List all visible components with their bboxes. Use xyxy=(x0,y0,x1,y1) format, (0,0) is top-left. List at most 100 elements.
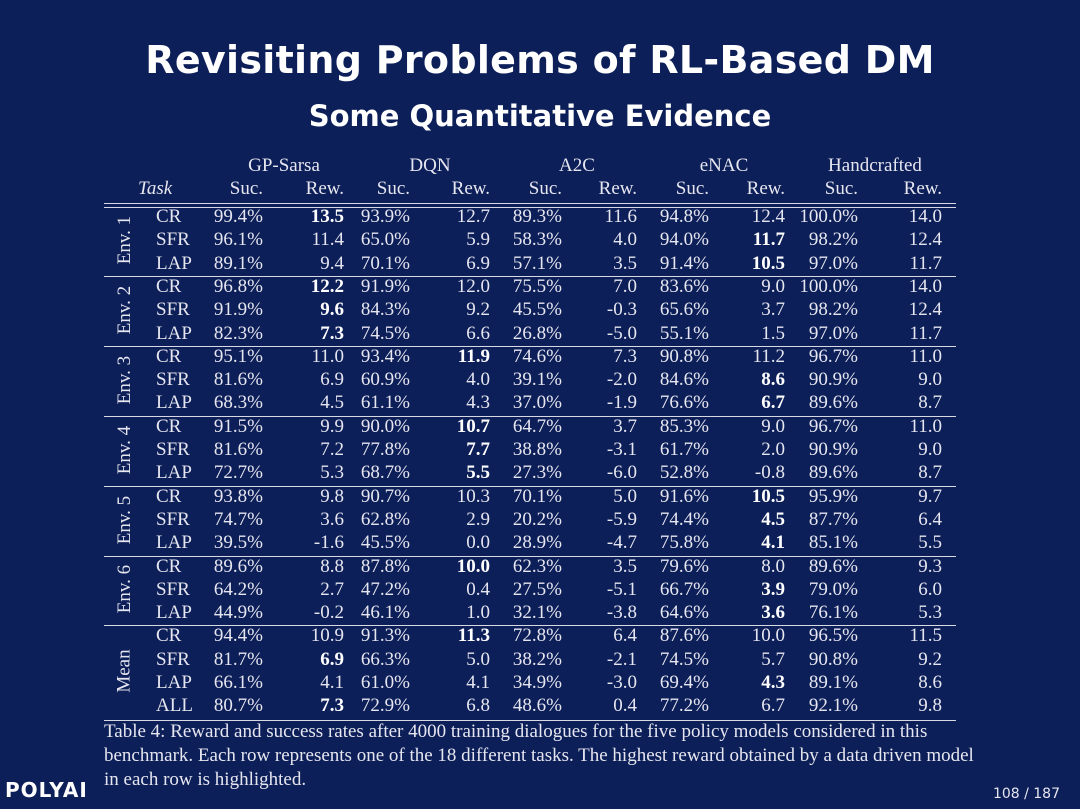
success-cell: 89.1% xyxy=(213,252,263,274)
group-separator xyxy=(104,275,956,277)
success-cell: 68.7% xyxy=(360,462,410,484)
reward-cell: 3.6 xyxy=(761,602,785,624)
reward-cell: 9.8 xyxy=(320,485,344,507)
success-cell: 79.6% xyxy=(659,555,709,577)
reward-cell: 12.7 xyxy=(456,206,490,227)
success-subheader: Suc. xyxy=(229,178,263,199)
table-top-rule xyxy=(104,207,956,208)
slide-title: Revisiting Problems of RL-Based DM xyxy=(145,38,935,82)
group-label: Env. 3 xyxy=(113,355,135,404)
success-cell: 61.1% xyxy=(360,392,410,414)
success-cell: 74.4% xyxy=(659,508,709,530)
success-cell: 84.6% xyxy=(659,369,709,391)
reward-cell: 5.5 xyxy=(466,462,490,484)
reward-cell: 4.1 xyxy=(320,672,344,693)
reward-cell: 7.3 xyxy=(613,345,637,367)
success-cell: 91.5% xyxy=(213,415,263,437)
group-label: Mean xyxy=(113,649,135,693)
success-cell: 37.0% xyxy=(512,392,562,414)
success-cell: 80.7% xyxy=(213,695,263,717)
success-cell: 74.7% xyxy=(213,508,263,530)
success-subheader: Suc. xyxy=(528,178,562,199)
reward-subheader: Rew. xyxy=(451,178,490,199)
success-cell: 58.3% xyxy=(512,229,562,251)
reward-cell: 9.7 xyxy=(918,485,942,507)
reward-cell: 7.3 xyxy=(320,322,344,344)
group-label: Env. 6 xyxy=(113,565,135,614)
task-cell: CR xyxy=(156,275,182,297)
reward-cell: 14.0 xyxy=(908,275,942,297)
reward-cell: 6.6 xyxy=(466,322,490,344)
task-cell: LAP xyxy=(156,532,192,554)
reward-cell: 7.2 xyxy=(320,439,344,460)
reward-cell: 10.5 xyxy=(751,485,785,507)
reward-cell: 11.7 xyxy=(752,229,785,251)
model-header: DQN xyxy=(409,155,451,176)
success-cell: 74.6% xyxy=(512,345,562,367)
task-cell: LAP xyxy=(156,462,192,484)
group-separator xyxy=(104,345,956,347)
success-cell: 91.9% xyxy=(213,299,263,321)
success-cell: 89.6% xyxy=(808,555,858,577)
reward-cell: 8.6 xyxy=(918,672,942,693)
success-cell: 64.6% xyxy=(659,602,709,624)
success-cell: 65.0% xyxy=(360,229,410,251)
success-cell: 92.1% xyxy=(808,695,858,717)
reward-cell: -3.1 xyxy=(606,439,637,460)
success-cell: 27.5% xyxy=(512,578,562,600)
reward-subheader: Rew. xyxy=(903,178,942,199)
success-cell: 69.4% xyxy=(659,672,709,693)
success-cell: 83.6% xyxy=(659,275,709,297)
reward-cell: -4.7 xyxy=(606,532,637,554)
success-cell: 81.6% xyxy=(213,439,263,460)
reward-cell: 10.7 xyxy=(456,415,490,437)
reward-cell: 4.3 xyxy=(466,392,490,414)
success-cell: 76.1% xyxy=(808,602,858,624)
success-cell: 66.7% xyxy=(659,578,709,600)
success-cell: 72.9% xyxy=(360,695,410,717)
success-cell: 87.8% xyxy=(360,555,410,577)
success-cell: 74.5% xyxy=(659,648,709,670)
success-cell: 96.8% xyxy=(213,275,263,297)
task-header: Task xyxy=(138,178,173,199)
table-caption: Table 4: Reward and success rates after … xyxy=(104,721,974,790)
reward-cell: 6.9 xyxy=(320,369,344,391)
success-cell: 46.1% xyxy=(360,602,410,624)
success-cell: 26.8% xyxy=(512,322,562,344)
success-cell: 66.3% xyxy=(360,648,410,670)
reward-cell: 12.4 xyxy=(908,229,942,251)
reward-cell: 11.0 xyxy=(909,345,942,367)
reward-cell: 0.4 xyxy=(613,695,637,717)
reward-cell: -3.0 xyxy=(606,672,637,693)
success-cell: 38.2% xyxy=(512,648,562,670)
success-subheader: Suc. xyxy=(376,178,410,199)
reward-cell: 4.5 xyxy=(320,392,344,414)
reward-cell: 5.5 xyxy=(918,532,942,554)
task-cell: SFR xyxy=(156,299,190,321)
success-cell: 90.8% xyxy=(659,345,709,367)
reward-subheader: Rew. xyxy=(305,178,344,199)
success-cell: 20.2% xyxy=(512,508,562,530)
success-cell: 55.1% xyxy=(659,322,709,344)
success-cell: 70.1% xyxy=(512,485,562,507)
success-cell: 47.2% xyxy=(360,578,410,600)
reward-cell: 10.0 xyxy=(456,555,490,577)
reward-cell: 8.0 xyxy=(761,555,785,577)
success-cell: 96.7% xyxy=(808,415,858,437)
group-label: Env. 2 xyxy=(113,285,135,335)
reward-cell: -0.8 xyxy=(754,462,785,484)
reward-cell: 11.0 xyxy=(311,345,344,367)
success-cell: 96.1% xyxy=(213,229,263,251)
reward-cell: 6.9 xyxy=(320,648,344,670)
slide-subtitle: Some Quantitative Evidence xyxy=(308,99,772,133)
success-cell: 60.9% xyxy=(360,369,410,391)
reward-cell: 5.7 xyxy=(761,648,785,670)
reward-cell: 9.2 xyxy=(466,299,490,321)
reward-cell: 5.0 xyxy=(613,485,637,507)
reward-cell: 12.4 xyxy=(751,206,785,227)
reward-cell: 4.3 xyxy=(761,672,785,693)
model-header: A2C xyxy=(559,155,595,176)
reward-cell: 9.0 xyxy=(761,275,785,297)
reward-cell: -2.0 xyxy=(606,369,637,391)
